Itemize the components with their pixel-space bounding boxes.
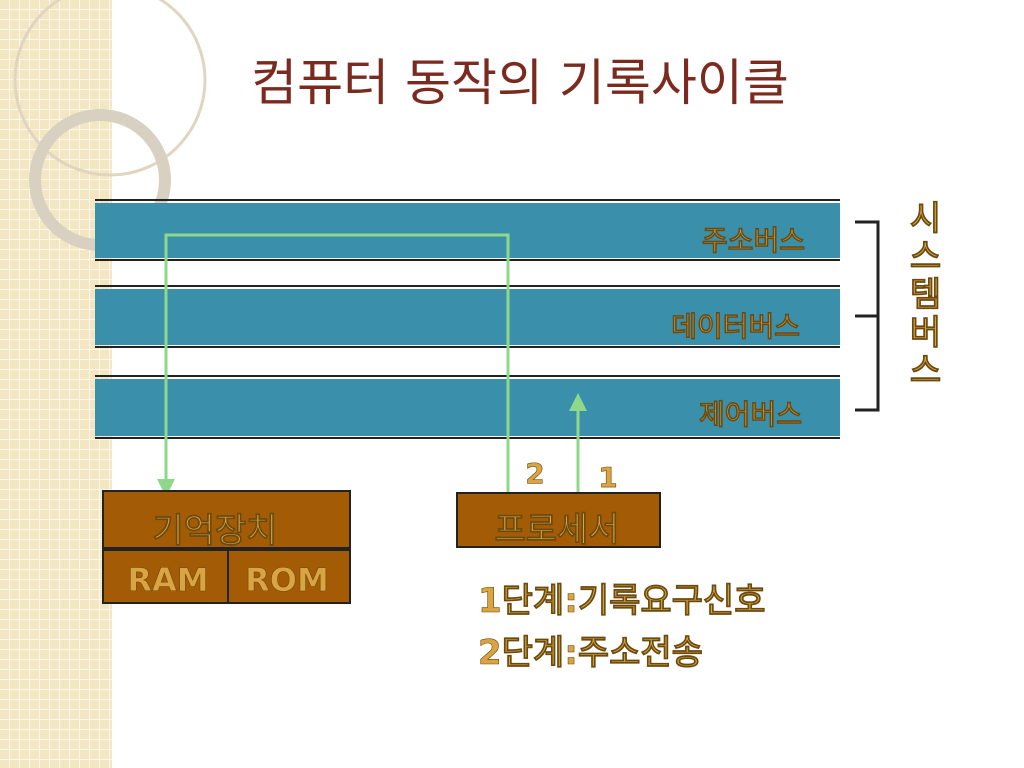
bus-bars	[95, 199, 840, 439]
bus-bar	[95, 203, 840, 258]
step: 2단계:주소전송	[478, 633, 703, 673]
title: 컴퓨터 동작의 기록사이클	[251, 54, 789, 112]
memory-part: RAM	[127, 561, 208, 599]
processor-box	[456, 492, 661, 548]
decor-circle	[13, 0, 207, 177]
bus-label: 제어버스	[699, 398, 802, 431]
bus-bar	[95, 289, 840, 345]
arrow-label: 2	[525, 457, 544, 490]
system-bus-label: 시스템버스	[902, 200, 942, 390]
memory-box	[102, 490, 351, 604]
step: 1단계:기록요구신호	[478, 581, 766, 621]
bus-bar	[95, 379, 840, 436]
bracket	[855, 220, 880, 412]
memory-label: 기억장치	[152, 511, 277, 551]
arrows	[157, 233, 587, 497]
memory-part: ROM	[245, 561, 329, 599]
address-arrow	[157, 233, 510, 497]
bus-label: 주소버스	[702, 224, 805, 257]
arrow-label: 1	[598, 461, 617, 494]
processor-label: 프로세서	[494, 510, 619, 550]
bus-label: 데이터버스	[671, 310, 800, 343]
